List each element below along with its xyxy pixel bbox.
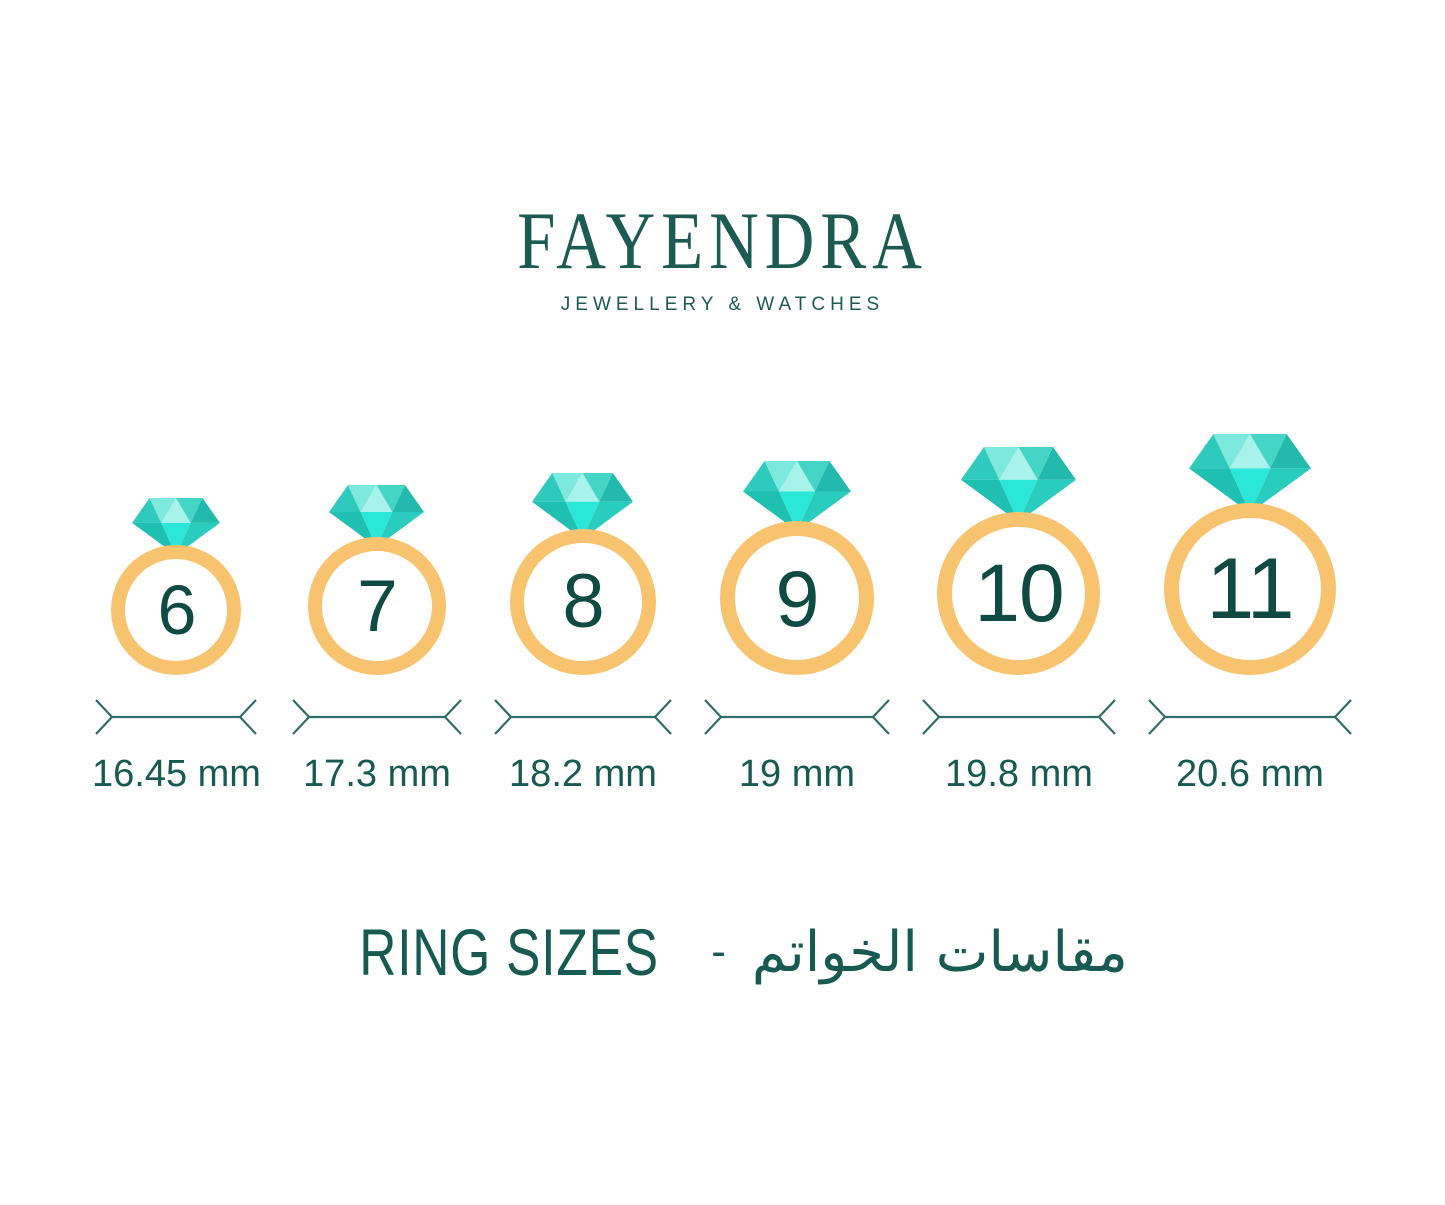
diamond-icon bbox=[532, 473, 634, 539]
chart-title-arabic: مقاسات الخواتم bbox=[751, 919, 1128, 985]
diameter-label: 19 mm bbox=[738, 753, 856, 795]
ring-item: 7 17.3 mm bbox=[291, 485, 463, 796]
diameter-label: 19.8 mm bbox=[945, 753, 1093, 795]
measure-arrows-icon bbox=[704, 699, 890, 735]
measure-arrows-icon bbox=[95, 699, 258, 735]
ring-sizes-row: 6 16.45 mm bbox=[92, 434, 1353, 796]
brand-tagline: JEWELLERY & WATCHES bbox=[560, 294, 885, 315]
title-separator-dash: - bbox=[711, 927, 726, 976]
chart-title: RING SIZES - مقاسات الخواتم bbox=[0, 914, 1445, 990]
ring-item: 10 19.8 mm bbox=[921, 447, 1117, 796]
ring-size-number: 9 bbox=[775, 553, 820, 643]
ring-item: 9 19 mm bbox=[703, 461, 891, 796]
diamond-icon bbox=[961, 447, 1077, 522]
brand-name: FAYENDRA bbox=[517, 195, 928, 286]
ring-size-number: 10 bbox=[974, 547, 1064, 639]
diameter-label: 17.3 mm bbox=[303, 753, 451, 795]
measure-arrows-icon bbox=[1148, 699, 1352, 735]
ring-size-number: 11 bbox=[1206, 541, 1294, 637]
diameter-label: 18.2 mm bbox=[509, 753, 657, 795]
ring-band: 9 bbox=[719, 521, 874, 675]
ring-item: 11 20.6 mm bbox=[1147, 434, 1353, 796]
ring-band: 10 bbox=[937, 512, 1101, 675]
ring-band: 8 bbox=[509, 529, 656, 675]
diameter-label: 16.45 mm bbox=[92, 753, 261, 795]
ring-item: 6 16.45 mm bbox=[92, 498, 261, 796]
diamond-icon bbox=[132, 498, 221, 555]
diamond-icon bbox=[1188, 434, 1311, 513]
brand-logo: FAYENDRA JEWELLERY & WATCHES bbox=[0, 0, 1445, 316]
diameter-label: 20.6 mm bbox=[1176, 753, 1324, 795]
ring-size-number: 8 bbox=[562, 559, 604, 644]
ring-band: 11 bbox=[1163, 503, 1336, 675]
measure-arrows-icon bbox=[922, 699, 1116, 735]
ring-band: 7 bbox=[307, 537, 446, 675]
ring-item: 8 18.2 mm bbox=[493, 473, 673, 796]
ring-band: 6 bbox=[111, 545, 242, 675]
measure-arrows-icon bbox=[494, 699, 672, 735]
chart-title-english: RING SIZES bbox=[359, 915, 659, 989]
ring-size-number: 6 bbox=[157, 571, 197, 649]
ring-size-number: 7 bbox=[357, 565, 398, 647]
measure-arrows-icon bbox=[292, 699, 462, 735]
